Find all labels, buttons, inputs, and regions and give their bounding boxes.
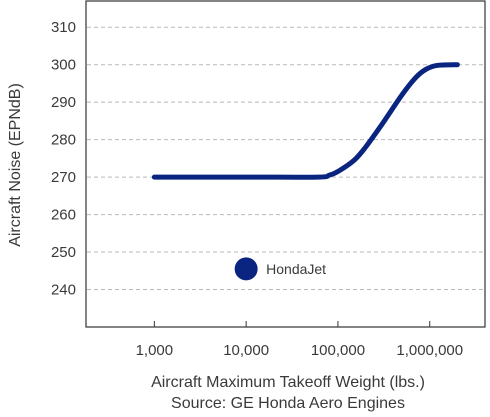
highlighted-points: HondaJet <box>234 257 326 281</box>
x-tick-label: 1,000,000 <box>396 342 463 359</box>
y-axis-title: Aircraft Noise (EPNdB) <box>7 83 24 247</box>
hondajet-point <box>234 257 258 281</box>
y-tick-label: 240 <box>51 282 76 299</box>
y-tick-label: 310 <box>51 19 76 36</box>
x-tick-label: 10,000 <box>223 342 269 359</box>
y-tick-label: 250 <box>51 244 76 261</box>
series-line <box>151 62 460 180</box>
y-tick-label: 300 <box>51 57 76 74</box>
y-tick-label: 270 <box>51 169 76 186</box>
y-tick-label: 290 <box>51 94 76 111</box>
x-tick-label: 1,000 <box>136 342 174 359</box>
x-tick-label: 100,000 <box>311 342 365 359</box>
gridlines <box>87 26 484 291</box>
y-tick-label: 260 <box>51 207 76 224</box>
y-tick-labels: 240 250 260 270 280 290 300 310 <box>51 19 76 298</box>
x-tick-labels: 1,000 10,000 100,000 1,000,000 <box>136 321 463 359</box>
hondajet-label: HondaJet <box>266 261 326 277</box>
y-tick-label: 280 <box>51 132 76 149</box>
plot-area-border <box>85 0 486 328</box>
x-axis-title: Aircraft Maximum Takeoff Weight (lbs.) <box>151 374 425 391</box>
chart-caption: Source: GE Honda Aero Engines <box>171 395 405 412</box>
